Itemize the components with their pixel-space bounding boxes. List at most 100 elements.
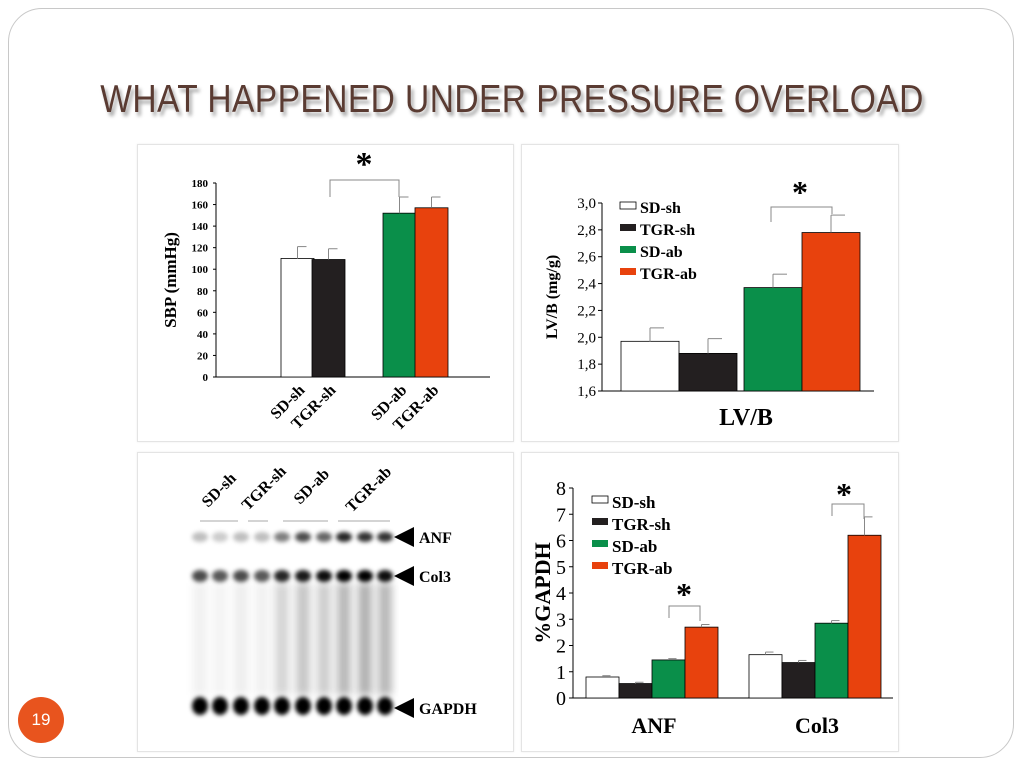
y-tick-label: 6: [556, 531, 566, 553]
y-tick-label: 1,8: [577, 357, 596, 373]
y-axis-label: LV/B (mg/g): [544, 255, 561, 339]
lvb-chart-panel: 1,6 1,8 2,0 2,2 2,4 2,6 2,8 3,0 LV/B (mg/g) SD-sh…: [521, 144, 899, 442]
y-tick-label: 8: [556, 478, 566, 500]
bar: [585, 676, 620, 699]
y-tick-label: 0: [203, 372, 209, 384]
y-tick-label: 40: [197, 329, 209, 341]
y-tick-label: 180: [192, 178, 209, 190]
bar: [781, 662, 816, 699]
blot-band-col3: [295, 570, 311, 582]
band-arrow-icon: [394, 566, 414, 586]
y-tick-label: 4: [556, 583, 566, 605]
bar: [280, 258, 315, 378]
legend-label: SD-sh: [640, 200, 681, 217]
page-number-badge: 19: [18, 697, 64, 743]
x-axis-label: LV/B: [719, 405, 773, 431]
blot-band-col3: [377, 570, 393, 582]
blot-band-col3: [336, 570, 352, 582]
bar: [678, 352, 738, 392]
y-tick-label: 80: [197, 286, 209, 298]
legend-label: SD-ab: [612, 537, 657, 556]
legend-swatch: [620, 246, 636, 253]
legend-swatch: [591, 495, 609, 504]
blot-band-anf: [212, 532, 228, 542]
legend-swatch: [620, 268, 636, 275]
blot-smear: [378, 583, 392, 695]
blot-band-col3: [192, 570, 208, 582]
bar: [743, 287, 803, 392]
blot-band-col3: [316, 570, 332, 582]
slide-title: WHAT HAPPENED UNDER PRESSURE OVERLOAD: [100, 78, 924, 121]
y-tick-label: 2,6: [577, 250, 596, 266]
y-tick-label: 2,2: [577, 303, 596, 319]
lane-label: SD-sh: [199, 470, 240, 511]
y-tick-label: 2,8: [577, 223, 596, 239]
blot-band-anf: [274, 532, 290, 542]
legend-label: TGR-ab: [612, 559, 672, 578]
bar: [651, 659, 686, 699]
band-arrow-icon: [394, 698, 414, 718]
bar: [414, 207, 449, 378]
y-tick-label: 1,6: [577, 384, 596, 400]
blot-band-col3: [357, 570, 373, 582]
y-tick-label: 1: [556, 662, 566, 684]
blot-band-col3: [254, 570, 270, 582]
blot-smear: [193, 583, 207, 695]
legend-swatch: [619, 201, 637, 210]
blot-band-gapdh: [316, 697, 332, 715]
blot-band-col3: [274, 570, 290, 582]
y-tick-label: 2: [556, 636, 566, 658]
x-tick-label: Col3: [795, 713, 839, 738]
legend-swatch: [592, 518, 608, 525]
blot-band-gapdh: [295, 697, 311, 715]
northern-blot-panel: SD-sh TGR-sh SD-ab TGR-ab ANF Col3 GAPDH: [137, 452, 514, 752]
blot-band-anf: [295, 532, 311, 542]
bar: [847, 534, 882, 699]
legend-swatch: [592, 540, 608, 547]
blot-band-anf: [316, 532, 332, 542]
y-tick-label: 20: [197, 350, 209, 362]
blot-band-anf: [336, 532, 352, 542]
y-tick-label: 0: [556, 688, 566, 710]
y-tick-label: 5: [556, 557, 566, 579]
bar: [801, 232, 861, 392]
bar: [382, 212, 417, 378]
gapdh-chart-panel: 0 1 2 3 4 5 6 7 8 %GAPDH ANF Col3 SD-sh TGR-sh SD-ab TG…: [521, 452, 899, 752]
y-tick-label: 160: [192, 200, 209, 212]
blot-smear: [337, 583, 351, 695]
bar: [684, 626, 719, 699]
blot-smear: [275, 583, 289, 695]
blot-band-anf: [192, 532, 208, 542]
significance-asterisk: *: [792, 174, 808, 210]
blot-band-anf: [233, 532, 249, 542]
blot-band-anf: [254, 532, 270, 542]
x-tick-label: ANF: [631, 713, 676, 738]
bar: [620, 340, 680, 392]
band-arrow-icon: [394, 527, 414, 547]
blot-band-gapdh: [274, 697, 290, 715]
blot-band-gapdh: [212, 697, 228, 715]
legend-label: TGR-sh: [612, 515, 671, 534]
bar: [618, 683, 653, 699]
y-tick-label: 120: [192, 243, 209, 255]
blot-band-anf: [377, 532, 393, 542]
y-tick-label: 7: [556, 504, 566, 526]
blot-band-gapdh: [233, 697, 249, 715]
blot-band-gapdh: [336, 697, 352, 715]
lane-label: TGR-ab: [343, 464, 395, 516]
blot-smear: [213, 583, 227, 695]
y-axis-label: SBP (mmHg): [161, 232, 180, 328]
blot-band-gapdh: [254, 697, 270, 715]
blot-band-gapdh: [377, 697, 393, 715]
y-tick-label: 3: [556, 609, 566, 631]
band-label: Col3: [419, 569, 451, 586]
significance-bracket: [831, 503, 865, 519]
sbp-chart-panel: 0 20 40 60 80 100 120 140 160 180 SBP (mmHg) SD-sh T…: [137, 144, 514, 442]
blot-smear: [358, 583, 372, 695]
blot-band-anf: [357, 532, 373, 542]
legend-label: SD-ab: [640, 244, 683, 261]
legend-label: SD-sh: [612, 493, 656, 512]
y-tick-label: 2,4: [577, 277, 596, 293]
significance-bracket: [668, 605, 701, 621]
